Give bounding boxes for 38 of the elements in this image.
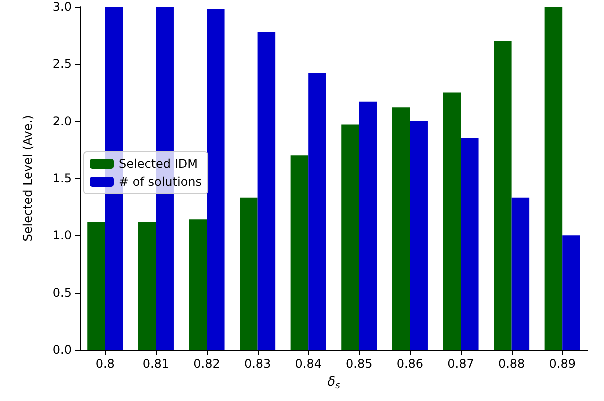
bar [207,9,225,350]
bar [189,220,207,350]
bar [88,222,106,350]
y-tick-label: 0.0 [52,343,72,357]
bar [544,7,563,350]
bar [138,222,156,350]
bar [443,92,461,350]
bar [359,102,378,350]
x-tick-label: 0.83 [244,357,272,371]
x-tick-label: 0.8 [96,357,115,371]
x-tick-label: 0.87 [448,357,474,371]
y-tick-label: 1.5 [52,172,72,186]
bar [494,41,512,350]
x-tick-label: 0.82 [194,357,220,371]
bar [240,198,258,350]
bar [308,73,326,350]
x-tick-label: 0.88 [498,357,526,371]
bar [512,198,530,350]
legend-label: Selected IDM [119,157,198,171]
bar [562,236,580,350]
y-tick-label: 2.5 [52,57,72,72]
x-tick-label: 0.81 [142,357,170,371]
bar [258,32,276,350]
bar [410,121,428,350]
y-tick-label: 3.0 [52,0,72,14]
legend-label: # of solutions [119,175,202,189]
bar [342,124,360,350]
y-axis-title: Selected Level (Ave.) [21,115,35,242]
x-tick-label: 0.84 [295,357,322,371]
y-tick-label: 1.0 [52,228,72,243]
y-tick-label: 2.0 [52,114,72,128]
bar [290,156,309,350]
x-tick-label: 0.86 [396,357,424,371]
y-tick-label: 0.5 [52,286,72,300]
bar [392,108,410,350]
x-tick-label: 0.85 [346,357,373,371]
x-tick-label: 0.89 [549,357,576,371]
bar [461,138,479,350]
